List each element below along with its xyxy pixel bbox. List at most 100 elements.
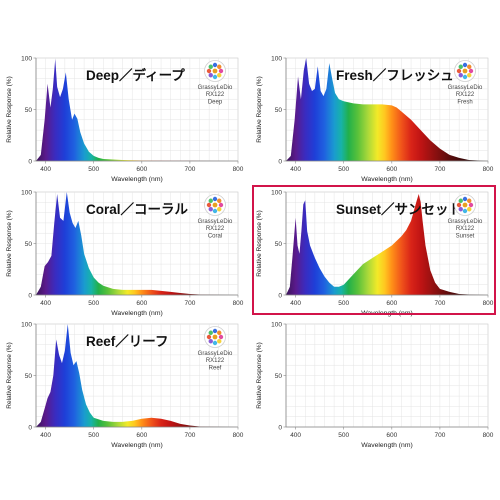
y-tick-label: 0 bbox=[28, 158, 32, 165]
chart-title: Fresh／フレッシュ bbox=[336, 68, 454, 83]
badge-dot bbox=[468, 68, 474, 74]
y-axis-label: Relative Response (%) bbox=[6, 342, 13, 408]
y-axis-label: Relative Response (%) bbox=[256, 76, 263, 142]
badge-text: Coral bbox=[208, 233, 222, 239]
y-tick-label: 50 bbox=[25, 373, 33, 380]
panel-fresh: 400 500 600 700 800 0 50 100 Wavelength (nm) Rela… bbox=[250, 48, 494, 208]
badge-dot bbox=[467, 73, 472, 78]
badge-dot bbox=[206, 334, 212, 340]
y-axis-label: Relative Response (%) bbox=[256, 342, 263, 408]
x-tick-label: 800 bbox=[233, 432, 244, 439]
x-tick-label: 800 bbox=[233, 300, 244, 307]
chart-title: Deep／ディープ bbox=[86, 67, 185, 83]
spectrum-area bbox=[286, 194, 488, 295]
chart-empty: 400 500 600 700 800 0 50 100 Wavelength (nm) Rela… bbox=[256, 321, 494, 449]
x-axis-label: Wavelength (nm) bbox=[111, 310, 163, 317]
badge-dot-center bbox=[462, 202, 468, 208]
badge-dot bbox=[462, 196, 468, 202]
badge-text: Deep bbox=[208, 99, 223, 105]
badge-dot bbox=[462, 208, 468, 214]
badge-dot bbox=[217, 64, 222, 69]
x-tick-label: 600 bbox=[136, 166, 147, 173]
badge-dot bbox=[462, 74, 468, 80]
badge-logo bbox=[454, 194, 476, 216]
badge-dot-center bbox=[212, 202, 218, 208]
x-tick-label: 700 bbox=[434, 432, 445, 439]
badge-logo bbox=[204, 60, 226, 82]
x-axis-label: Wavelength (nm) bbox=[361, 442, 413, 449]
panel-sunset: 400 500 600 700 800 0 50 100 Wavelength (nm) Rela… bbox=[250, 182, 494, 342]
badge-dot bbox=[458, 207, 463, 212]
badge-text: GrassyLeDio bbox=[198, 219, 233, 225]
x-tick-label: 600 bbox=[136, 432, 147, 439]
badge-dot bbox=[458, 73, 463, 78]
badge-logo bbox=[454, 60, 476, 82]
y-tick-label: 50 bbox=[275, 241, 283, 248]
badge-text: RX122 bbox=[206, 92, 225, 98]
badge-dot bbox=[458, 198, 463, 203]
chart-deep: 400 500 600 700 800 0 50 100 Wavelength (nm) Rela… bbox=[6, 55, 244, 183]
y-tick-label: 0 bbox=[28, 292, 32, 299]
badge-text: RX122 bbox=[456, 92, 475, 98]
badge-text: GrassyLeDio bbox=[198, 85, 233, 91]
y-axis-label: Relative Response (%) bbox=[256, 210, 263, 276]
chart-fresh: 400 500 600 700 800 0 50 100 Wavelength (nm) Rela… bbox=[256, 55, 494, 183]
chart-reef: 400 500 600 700 800 0 50 100 Wavelength (nm) Rela… bbox=[6, 321, 244, 449]
badge-dot bbox=[206, 202, 212, 208]
y-tick-label: 0 bbox=[278, 424, 282, 431]
badge-dot bbox=[212, 328, 218, 334]
chart-coral: 400 500 600 700 800 0 50 100 Wavelength (nm) Rela… bbox=[6, 189, 244, 317]
x-tick-label: 400 bbox=[40, 166, 51, 173]
y-tick-label: 100 bbox=[21, 189, 32, 196]
x-axis-label: Wavelength (nm) bbox=[111, 442, 163, 449]
badge-dot bbox=[212, 74, 218, 80]
badge-dot bbox=[217, 207, 222, 212]
x-tick-label: 600 bbox=[386, 300, 397, 307]
y-tick-label: 50 bbox=[25, 241, 33, 248]
x-tick-label: 400 bbox=[290, 432, 301, 439]
x-tick-label: 700 bbox=[184, 300, 195, 307]
x-axis-label: Wavelength (nm) bbox=[361, 176, 413, 183]
y-tick-label: 100 bbox=[271, 55, 282, 62]
x-tick-label: 800 bbox=[233, 166, 244, 173]
badge-dot bbox=[208, 73, 213, 78]
badge-text: RX122 bbox=[206, 226, 225, 232]
badge-text: Sunset bbox=[456, 233, 475, 239]
y-tick-label: 100 bbox=[271, 189, 282, 196]
badge-logo bbox=[204, 194, 226, 216]
x-tick-label: 500 bbox=[338, 166, 349, 173]
y-axis-label: Relative Response (%) bbox=[6, 76, 13, 142]
x-tick-label: 400 bbox=[290, 300, 301, 307]
badge-dot bbox=[468, 202, 474, 208]
spectrum-area bbox=[36, 324, 238, 427]
badge-dot bbox=[456, 68, 462, 74]
x-tick-label: 700 bbox=[184, 166, 195, 173]
badge-dot bbox=[218, 334, 224, 340]
x-tick-label: 800 bbox=[483, 300, 494, 307]
badge-dot bbox=[212, 340, 218, 346]
spectrum-area bbox=[286, 58, 488, 161]
x-tick-label: 400 bbox=[40, 300, 51, 307]
panel-empty: 400 500 600 700 800 0 50 100 Wavelength (nm) Rela… bbox=[250, 314, 494, 474]
badge-dot bbox=[212, 62, 218, 68]
badge-text: Fresh bbox=[457, 99, 472, 105]
x-tick-label: 600 bbox=[386, 432, 397, 439]
panel-reef: 400 500 600 700 800 0 50 100 Wavelength (nm) Rela… bbox=[0, 314, 244, 474]
panel-deep: 400 500 600 700 800 0 50 100 Wavelength (nm) Rela… bbox=[0, 48, 244, 208]
badge-dot bbox=[456, 202, 462, 208]
x-tick-label: 500 bbox=[338, 432, 349, 439]
y-tick-label: 50 bbox=[275, 373, 283, 380]
x-tick-label: 800 bbox=[483, 432, 494, 439]
y-axis-label: Relative Response (%) bbox=[6, 210, 13, 276]
y-tick-label: 50 bbox=[275, 107, 283, 114]
badge-dot bbox=[206, 68, 212, 74]
x-tick-label: 400 bbox=[40, 432, 51, 439]
chart-title: Coral／コーラル bbox=[86, 202, 189, 217]
badge-dot bbox=[212, 208, 218, 214]
badge-dot bbox=[208, 339, 213, 344]
y-tick-label: 0 bbox=[278, 292, 282, 299]
badge-dot bbox=[208, 330, 213, 335]
badge-dot-center bbox=[462, 68, 468, 74]
x-tick-label: 700 bbox=[434, 300, 445, 307]
badge-dot bbox=[208, 207, 213, 212]
